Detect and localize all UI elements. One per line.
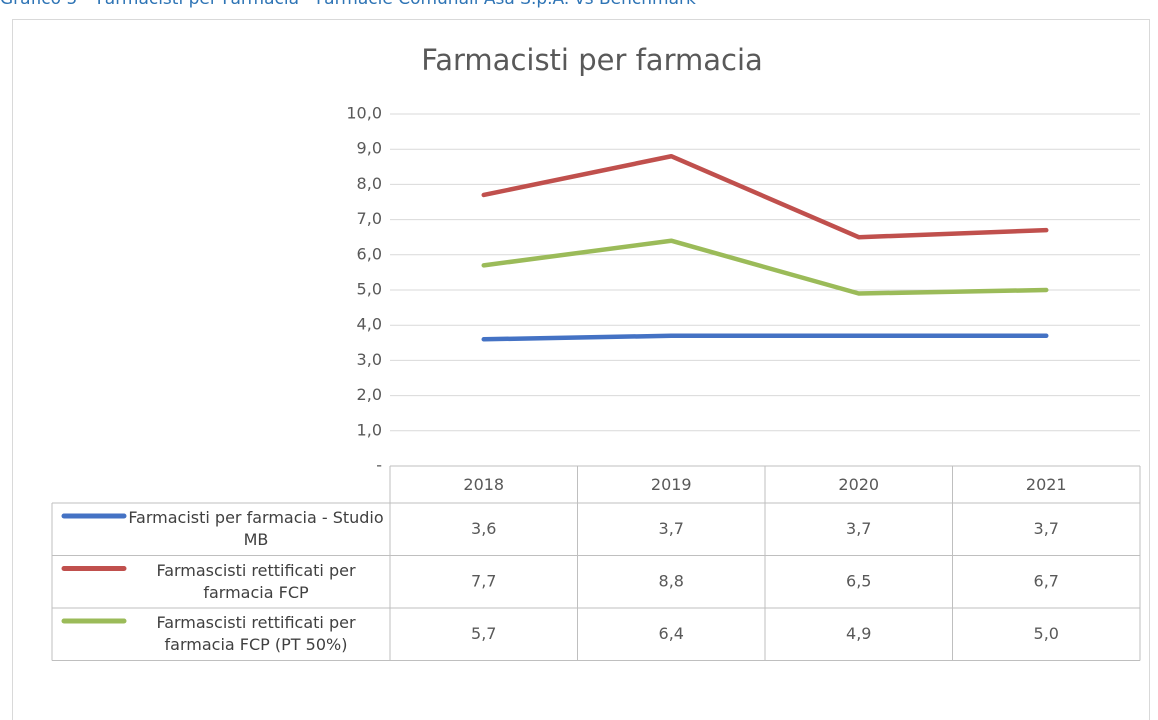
y-tick-label: 8,0: [357, 174, 382, 193]
series-line: [481, 333, 1049, 342]
data-label: 8,8: [659, 571, 684, 590]
data-label: 3,7: [1034, 519, 1059, 538]
x-tick-label: 2021: [1026, 475, 1067, 494]
legend-label: Farmascisti rettificati per farmacia FCP: [156, 560, 356, 602]
y-tick-label: 6,0: [357, 244, 382, 263]
legend-label: Farmacisti per farmacia - Studio MB: [128, 508, 384, 550]
y-tick-label: 7,0: [357, 209, 382, 228]
y-tick-label: 2,0: [357, 385, 382, 404]
y-tick-label: 1,0: [357, 420, 382, 439]
data-label: 5,0: [1034, 624, 1059, 643]
data-label: 3,7: [846, 519, 871, 538]
data-label: 7,7: [471, 571, 496, 590]
x-tick-label: 2020: [838, 475, 879, 494]
series-line: [481, 238, 1049, 296]
y-tick-label: 4,0: [357, 315, 382, 334]
legend-label: Farmascisti rettificati per farmacia FCP…: [156, 613, 356, 655]
data-label: 5,7: [471, 624, 496, 643]
chart-border: [12, 19, 1150, 720]
data-label: 6,4: [659, 624, 684, 643]
y-tick-label: -: [376, 456, 382, 475]
y-tick-label: 3,0: [357, 350, 382, 369]
data-label: 6,5: [846, 571, 871, 590]
data-label: 3,7: [659, 519, 684, 538]
y-tick-label: 9,0: [357, 139, 382, 158]
data-label: 4,9: [846, 624, 871, 643]
chart-title: Farmacisti per farmacia: [421, 43, 763, 77]
x-tick-label: 2019: [651, 475, 692, 494]
series-line: [481, 153, 1049, 240]
data-label: 6,7: [1034, 571, 1059, 590]
y-tick-label: 10,0: [346, 104, 382, 123]
caption: Grafico 5 – Farmacisti per Farmacia - Fa…: [0, 0, 696, 9]
data-label: 3,6: [471, 519, 496, 538]
x-tick-label: 2018: [463, 475, 504, 494]
y-tick-label: 5,0: [357, 280, 382, 299]
